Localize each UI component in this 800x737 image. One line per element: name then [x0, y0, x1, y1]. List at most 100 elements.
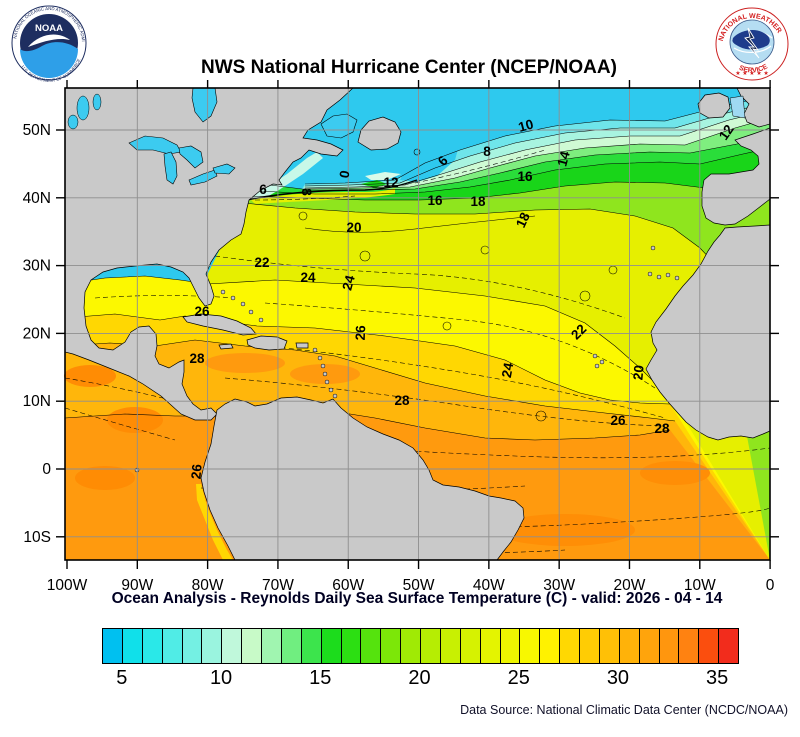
- contour-label: 26: [194, 304, 210, 319]
- lake: [188, 169, 218, 186]
- colorbar-segment: [262, 629, 282, 663]
- x-axis-label: 50W: [403, 577, 435, 592]
- x-axis-label: 40W: [473, 577, 505, 592]
- lake: [178, 145, 204, 169]
- x-axis-label: 80W: [192, 577, 224, 592]
- colorbar-segment: [361, 629, 382, 663]
- noaa-globe-sea: [20, 42, 78, 78]
- land-mass: [182, 313, 257, 336]
- colorbar-segment: [619, 629, 640, 663]
- temperature-colorbar: [102, 628, 739, 664]
- land-mass: [246, 335, 288, 351]
- nws-logo: NATIONAL WEATHER SERVICE ★ ★ ★ ★ ★: [715, 7, 789, 81]
- noaa-seagull-icon: [28, 34, 70, 47]
- x-axis-label: 30W: [543, 577, 575, 592]
- colorbar-segment: [222, 629, 243, 663]
- colorbar-segment: [440, 629, 461, 663]
- colorbar-segment: [560, 629, 580, 663]
- noaa-logo: NATIONAL OCEANIC AND ATMOSPHERIC ADMINIS…: [11, 5, 87, 82]
- colorbar-segment: [679, 629, 700, 663]
- colorbar-tick-label: 35: [706, 667, 729, 689]
- lake: [163, 151, 178, 185]
- land-mass: [200, 396, 525, 561]
- contour-label: 26: [610, 413, 626, 428]
- contour-label: 8: [299, 188, 314, 196]
- contour-label: 14: [554, 149, 573, 168]
- colorbar-segment: [162, 629, 183, 663]
- noaa-acronym: NOAA: [35, 23, 63, 34]
- data-source-note: Data Source: National Climatic Data Cent…: [460, 703, 788, 717]
- land-mass: [357, 116, 402, 151]
- contour-label: 10: [517, 116, 535, 134]
- nws-ring-text-bottom: SERVICE: [738, 63, 769, 74]
- y-axis-label: 10N: [23, 393, 51, 410]
- contour-label: 22: [254, 255, 269, 270]
- colorbar-tick-label: 5: [116, 667, 128, 689]
- land-mass: [701, 127, 771, 226]
- land-mass: [697, 92, 731, 119]
- contour-label: 24: [339, 273, 358, 292]
- colorbar-segment: [599, 629, 620, 663]
- nws-lightning-icon: [744, 27, 760, 59]
- x-axis-label: 90W: [121, 577, 153, 592]
- contour-label: 12: [716, 122, 737, 143]
- x-axis-label: 20W: [614, 577, 646, 592]
- colorbar-segment: [122, 629, 143, 663]
- colorbar-segment: [341, 629, 362, 663]
- colorbar-segment: [401, 629, 421, 663]
- colorbar-segment: [202, 629, 223, 663]
- contour-label: 16: [427, 193, 443, 208]
- x-axis-label: 100W: [47, 577, 88, 592]
- contour-label: 28: [189, 351, 205, 366]
- colorbar-segment: [480, 629, 501, 663]
- land-mass: [295, 342, 309, 349]
- page-title: NWS National Hurricane Center (NCEP/NOAA…: [201, 57, 617, 78]
- contour-label: 20: [346, 220, 361, 235]
- contour-label: 8: [483, 144, 491, 159]
- contour-label: 26: [353, 325, 369, 341]
- contour-label: 6: [259, 182, 267, 197]
- colorbar-segment: [281, 629, 302, 663]
- x-axis-label: 10W: [684, 577, 716, 592]
- x-axis-label: 70W: [262, 577, 294, 592]
- colorbar-segment: [142, 629, 163, 663]
- colorbar-segment: [182, 629, 203, 663]
- lake: [191, 87, 218, 123]
- colorbar-segment: [639, 629, 660, 663]
- colorbar-segment: [460, 629, 481, 663]
- colorbar-tick-label: 30: [606, 667, 630, 689]
- contour-label: 26: [188, 463, 204, 480]
- colorbar-segment: [242, 629, 262, 663]
- colorbar-segment: [321, 629, 342, 663]
- contour-label: 12: [383, 175, 398, 190]
- colorbar-labels: 5 10 15 20 25 30 35: [0, 667, 800, 693]
- contour-label: 0: [337, 169, 353, 179]
- colorbar-segment: [540, 629, 561, 663]
- contour-label: 24: [499, 361, 516, 379]
- y-axis-label: 30N: [23, 258, 51, 275]
- colorbar-segment: [421, 629, 441, 663]
- contour-label: 28: [654, 421, 670, 436]
- contour-label: 18: [470, 194, 486, 209]
- y-axis-label: 0: [42, 461, 51, 478]
- contour-label: 24: [300, 270, 316, 285]
- colorbar-segment: [659, 629, 680, 663]
- y-axis-label: 10S: [23, 529, 51, 546]
- x-axis-label: 0: [766, 577, 775, 592]
- colorbar-tick-label: 20: [408, 667, 431, 689]
- colorbar-segment: [699, 629, 720, 663]
- colorbar-tick-label: 25: [507, 667, 530, 689]
- colorbar-tick-label: 15: [309, 667, 332, 689]
- x-axis-label: 60W: [332, 577, 364, 592]
- contour-label: 28: [394, 393, 410, 408]
- colorbar-segment: [719, 629, 738, 663]
- colorbar-tick-label: 10: [209, 667, 233, 689]
- land-mass: [645, 224, 771, 441]
- colorbar-segment: [301, 629, 322, 663]
- lake: [212, 163, 236, 175]
- colorbar-segment: [500, 629, 521, 663]
- contour-label: 16: [517, 169, 533, 184]
- colorbar-segment: [520, 629, 541, 663]
- colorbar-segment: [103, 629, 123, 663]
